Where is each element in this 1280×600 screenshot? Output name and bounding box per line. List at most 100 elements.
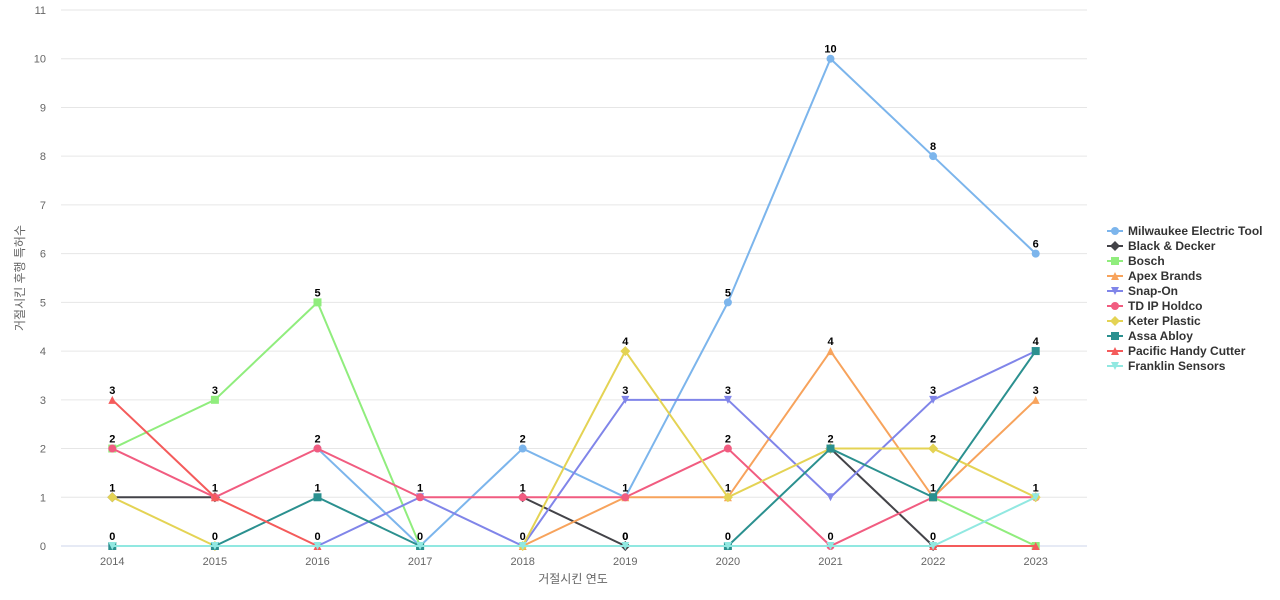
legend-label: TD IP Holdco (1128, 299, 1202, 313)
y-tick-label: 11 (35, 5, 46, 17)
legend-marker (1111, 332, 1119, 340)
legend-label: Assa Abloy (1128, 329, 1193, 343)
series-franklin-sensors (108, 493, 1040, 550)
data-label: 4 (827, 336, 834, 348)
series-line (829, 447, 934, 547)
y-tick-label: 4 (40, 346, 46, 358)
data-point (723, 395, 732, 404)
data-label: 3 (109, 385, 115, 397)
data-point (929, 493, 938, 502)
data-label: 5 (314, 287, 320, 299)
data-point (1031, 395, 1040, 404)
data-label: 2 (930, 434, 936, 446)
data-label: 1 (930, 482, 936, 494)
data-label: 3 (622, 385, 628, 397)
x-tick-label: 2020 (716, 556, 740, 568)
data-label: 3 (725, 385, 731, 397)
data-point (210, 395, 219, 404)
data-point (826, 444, 835, 453)
y-tick-label: 2 (40, 444, 46, 456)
legend-item[interactable]: Milwaukee Electric Tool (1107, 224, 1262, 238)
data-label: 0 (930, 531, 936, 543)
data-point (621, 542, 630, 550)
data-point (518, 493, 527, 502)
data-label: 2 (827, 434, 833, 446)
data-point (723, 542, 732, 550)
y-tick-label: 6 (40, 249, 46, 261)
data-label: 2 (520, 434, 526, 446)
data-point (518, 444, 527, 453)
data-label: 3 (212, 385, 218, 397)
legend-item[interactable]: Bosch (1107, 254, 1165, 268)
legend-item[interactable]: Apex Brands (1107, 269, 1202, 283)
series-line (111, 496, 216, 547)
x-tick-label: 2021 (818, 556, 842, 568)
legend-label: Apex Brands (1128, 269, 1202, 283)
legend-item[interactable]: Black & Decker (1107, 239, 1216, 253)
data-label: 1 (109, 482, 115, 494)
legend-item[interactable]: Franklin Sensors (1107, 359, 1226, 373)
x-axis-title: 거절시킨 연도 (538, 572, 608, 586)
data-label: 1 (520, 482, 526, 494)
series-line (727, 350, 1037, 547)
y-tick-label: 1 (40, 492, 46, 504)
data-label: 1 (417, 482, 423, 494)
data-label: 1 (1033, 482, 1039, 494)
y-tick-label: 5 (40, 297, 46, 309)
legend-item[interactable]: TD IP Holdco (1107, 299, 1202, 313)
legend-label: Bosch (1128, 254, 1165, 268)
x-tick-label: 2023 (1023, 556, 1047, 568)
data-point (826, 542, 835, 550)
data-point (107, 492, 118, 503)
legend-marker (1110, 316, 1120, 326)
data-point (723, 444, 732, 453)
data-label: 0 (725, 531, 731, 543)
legend-marker (1111, 347, 1119, 355)
x-axis-ticks: 2014 2015 2016 2017 2018 2019 2020 2021 2022 2023 (100, 556, 1048, 568)
legend-marker (1111, 287, 1119, 295)
data-label: 1 (622, 482, 628, 494)
y-axis-title: 거절시킨 후행 특허수 (12, 225, 27, 331)
data-point (210, 493, 219, 502)
legend-item[interactable]: Pacific Handy Cutter (1107, 344, 1246, 358)
data-point (108, 444, 117, 453)
x-tick-label: 2017 (408, 556, 432, 568)
y-axis-ticks: 0 1 2 3 4 5 6 7 8 9 10 11 (34, 5, 46, 553)
legend-item[interactable]: Snap-On (1107, 284, 1178, 298)
x-tick-label: 2014 (100, 556, 124, 568)
y-tick-label: 3 (40, 395, 46, 407)
legend-marker (1111, 362, 1119, 370)
data-label: 1 (725, 482, 731, 494)
data-point (313, 298, 322, 307)
data-point (416, 493, 425, 502)
legend-marker (1111, 227, 1119, 235)
series-line (522, 349, 1037, 547)
data-label: 0 (622, 531, 628, 543)
data-point (313, 444, 322, 453)
legend-marker (1110, 241, 1120, 251)
y-tick-label: 9 (40, 102, 46, 114)
data-label: 4 (622, 336, 629, 348)
data-label: 4 (1033, 336, 1040, 348)
series-line (111, 300, 422, 547)
data-point (108, 395, 117, 404)
legend-marker (1111, 272, 1119, 280)
data-point (928, 443, 939, 454)
data-point (826, 493, 835, 502)
data-point (929, 542, 938, 550)
x-tick-label: 2016 (305, 556, 329, 568)
series-line (111, 399, 318, 547)
x-tick-label: 2022 (921, 556, 945, 568)
data-label: 10 (824, 44, 836, 56)
series-line (111, 447, 1036, 548)
data-point (1031, 347, 1040, 356)
data-label: 5 (725, 287, 731, 299)
legend-label: Keter Plastic (1128, 314, 1201, 328)
data-label: 2 (725, 434, 731, 446)
x-tick-label: 2019 (613, 556, 637, 568)
legend-item[interactable]: Keter Plastic (1107, 314, 1201, 328)
y-tick-label: 7 (40, 200, 46, 212)
legend-item[interactable]: Assa Abloy (1107, 329, 1193, 343)
